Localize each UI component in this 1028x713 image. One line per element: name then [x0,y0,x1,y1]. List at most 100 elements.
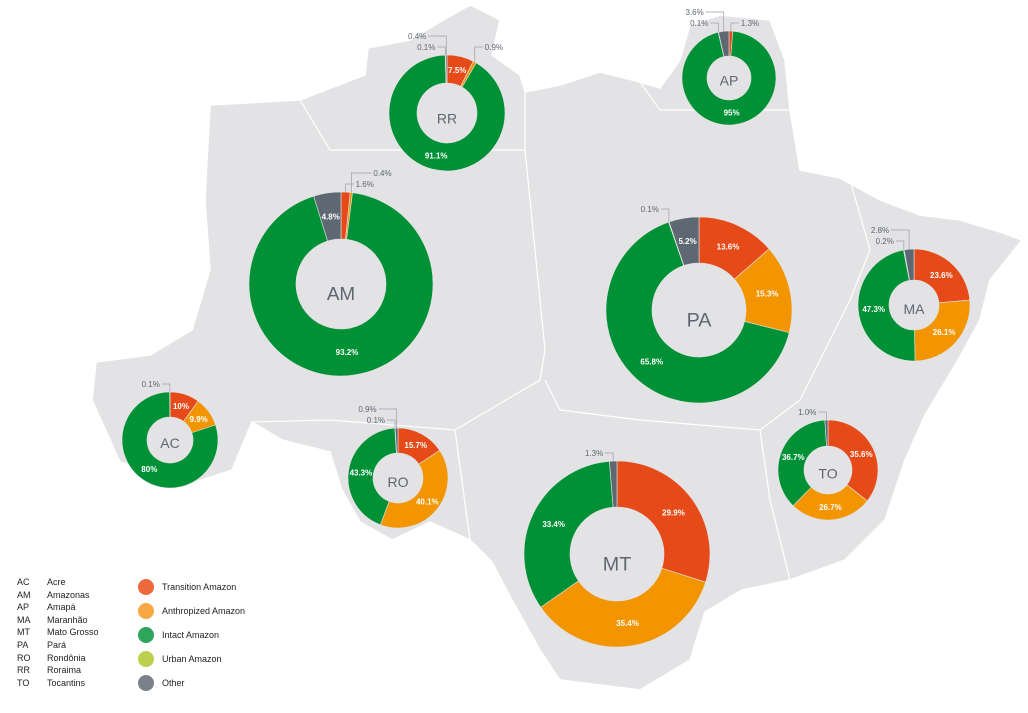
state-name: Amazonas [47,589,90,600]
slice-label: 3.6% [685,8,703,17]
leader-line [818,411,827,421]
slice-label: 23.6% [930,271,953,280]
slice-label: 0.2% [876,237,894,246]
slice-other [445,54,448,84]
slice-label: 7.5% [448,66,466,75]
donut-ma: 23.6% 26.1% 47.3% 0.2% 2.8% MA [857,226,971,362]
leader-line [161,383,171,393]
legend-category-label: Transition Amazon [162,582,237,592]
slice-label: 5.2% [678,237,696,246]
legend-category-label: Urban Amazon [162,654,222,664]
state-code: PA [17,639,29,650]
category-legend: Transition Amazon Anthropized Amazon Intac… [138,575,245,695]
slice-label: 35.4% [616,619,639,628]
legend-color-dot-icon [138,627,154,643]
legend-category-label: Intact Amazon [162,630,220,640]
state-code-label: AP [720,73,739,89]
legend-state-row: PA Pará [0,639,99,652]
slice-label: 9.9% [190,415,208,424]
donut-ap: 1.3% 95% 0.1% 3.6% AP [681,8,777,126]
leader-line [474,46,483,63]
leader-line [705,11,725,32]
legend-color-dot-icon [138,675,154,691]
slice-label: 1.3% [585,449,603,458]
state-code: MT [17,627,30,638]
slice-label: 35.6% [850,450,873,459]
legend-state-row: MT Mato Grosso [0,626,99,639]
slice-intact-amazon [777,419,827,507]
legend-state-row: AC Acre [0,576,99,589]
slice-label: 15.3% [756,290,779,299]
state-border [454,429,471,541]
slice-label: 26.1% [933,328,956,337]
donut-ac: 10%9.9% 80% 0.1% AC [121,380,219,489]
donut-to: 35.6% 26.7% 36.7% 1.0% TO [777,408,879,521]
donut-pa: 13.6% 15.3% 65.8% 0.1% 5.2% PA [605,205,793,404]
legend-category-row: Other [138,671,245,695]
leader-line [605,452,614,462]
leader-line [891,229,910,250]
state-border [251,419,331,423]
state-code: AM [17,589,31,600]
state-name: Rondônia [47,652,86,663]
slice-label: 36.7% [782,453,805,462]
state-code: AP [17,602,30,613]
slice-intact-amazon [388,54,506,172]
slice-intact-amazon [347,427,397,526]
leader-line [428,35,447,56]
map-outline [91,4,1024,691]
state-border [329,149,546,431]
legend-state-row: RR Roraima [0,664,99,677]
slice-label: 33.4% [542,520,565,529]
legend-category-row: Anthropized Amazon [138,599,245,623]
legend-state-row: TO Tocantins [0,677,99,690]
state-code-label: RO [388,474,409,490]
slice-transition-amazon [827,419,879,502]
donut-rr: 7.5% 0.9% 91.1% 0.1% 0.4% RR [388,32,506,172]
leader-line [895,240,905,250]
state-code-label: RR [437,111,457,127]
leader-line [437,46,446,56]
state-name: Maranhão [47,614,88,625]
leader-line [730,22,739,32]
slice-other [824,419,829,447]
slice-label: 29.9% [662,509,685,518]
state-code: MA [17,614,31,625]
slice-intact-amazon [121,391,219,489]
slice-intact-amazon [523,460,614,608]
slice-label: 0.1% [417,43,435,52]
slice-label: 80% [141,465,157,474]
legend-color-dot-icon [138,603,154,619]
slice-intact-amazon [605,221,790,404]
legend-category-row: Intact Amazon [138,623,245,647]
slice-label: 0.9% [485,43,503,52]
slice-label: 65.8% [640,358,663,367]
state-code: TO [17,677,30,688]
state-name: Roraima [47,665,82,676]
legend-state-row: AM Amazonas [0,589,99,602]
state-border [759,429,791,581]
leader-line [345,183,354,193]
state-name: Pará [47,639,67,650]
slice-label: 95% [724,108,740,117]
slice-label: 0.1% [142,380,160,389]
leader-line [387,419,396,429]
state-code-label: TO [818,465,837,481]
state-donut-charts: 7.5% 0.9% 91.1% 0.1% 0.4% RR 1.3% 95% 0.1% 3.6% AP… [121,8,971,648]
slice-anthropized-amazon [792,484,868,521]
legend-category-row: Urban Amazon [138,647,245,671]
state-abbreviation-legend: AC Acre AM Amazonas AP Amapá MA Maranhão MT Mato … [0,576,99,689]
slice-label: 10% [173,402,189,411]
state-code-label: PA [687,309,713,331]
slice-label: 0.9% [358,405,376,414]
legend-state-row: RO Rondônia [0,652,99,665]
donut-ro: 15.7% 40.1% 43.3% 0.1% 0.9% RO [347,405,449,529]
state-code-label: AC [160,435,179,451]
slice-other [609,460,618,508]
slice-other [718,30,730,57]
state-code: AC [17,577,30,587]
slice-anthropized-amazon [540,567,707,648]
state-name: Acre [47,577,66,587]
state-code: RR [17,665,30,676]
